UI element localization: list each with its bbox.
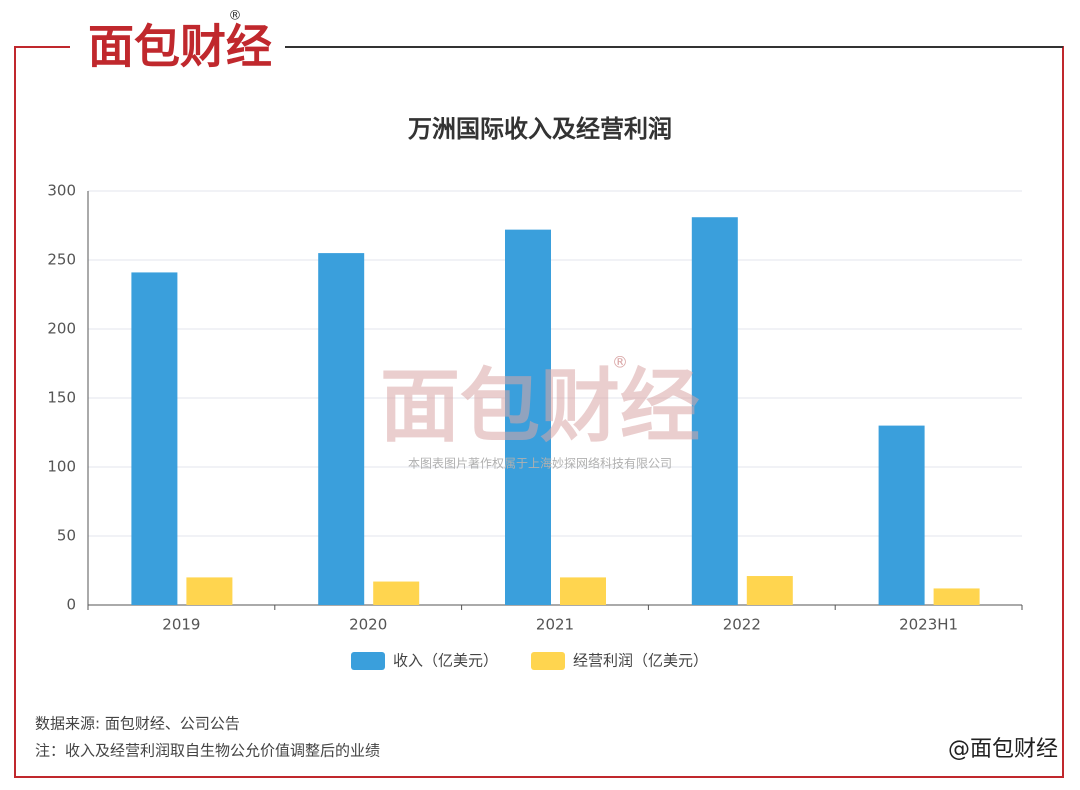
watermark-caption: 本图表图片著作权属于上海妙探网络科技有限公司 (408, 456, 672, 471)
source: 数据来源: 面包财经、公司公告 (35, 715, 240, 733)
bar (373, 581, 420, 605)
y-tick-label: 150 (47, 389, 76, 407)
bar (186, 577, 233, 605)
watermark: 面包财经 (380, 360, 700, 453)
logo-bg (70, 20, 285, 75)
x-tick-label: 2023H1 (899, 616, 958, 634)
bar (318, 253, 365, 605)
plot: 0 50 100 150 200 250 300 2019 2020 2021 2022 2023H1… (47, 182, 1023, 670)
bar (691, 217, 738, 605)
watermark-mark: ® (612, 353, 628, 372)
bar (505, 229, 551, 605)
y-tick-label: 300 (47, 182, 76, 200)
bar (878, 425, 925, 605)
bar (560, 577, 606, 605)
y-tick-label: 250 (47, 251, 76, 269)
legend-swatch (531, 652, 565, 670)
bar (933, 588, 980, 605)
logo: 面包财经 (88, 20, 272, 74)
legend-swatch (351, 652, 385, 670)
y-tick-label: 200 (47, 320, 76, 338)
x-tick-label: 2021 (536, 616, 574, 634)
y-tick-label: 0 (66, 596, 76, 614)
bar (746, 576, 793, 605)
footer: @面包财经 (948, 737, 1058, 762)
legend-label: 经营利润（亿美元） (573, 652, 708, 670)
note: 注：收入及经营利润取自生物公允价值调整后的业绩 (35, 742, 380, 760)
chart-title: 万洲国际收入及经营利润 (408, 115, 672, 143)
y-tick-label: 100 (47, 458, 76, 476)
legend-label: 收入（亿美元） (393, 652, 498, 670)
x-tick-label: 2020 (349, 616, 387, 634)
logo-mark: ® (229, 9, 242, 24)
bar (131, 272, 178, 605)
y-tick-label: 50 (57, 527, 76, 545)
x-tick-label: 2022 (723, 616, 761, 634)
x-tick-label: 2019 (162, 616, 200, 634)
